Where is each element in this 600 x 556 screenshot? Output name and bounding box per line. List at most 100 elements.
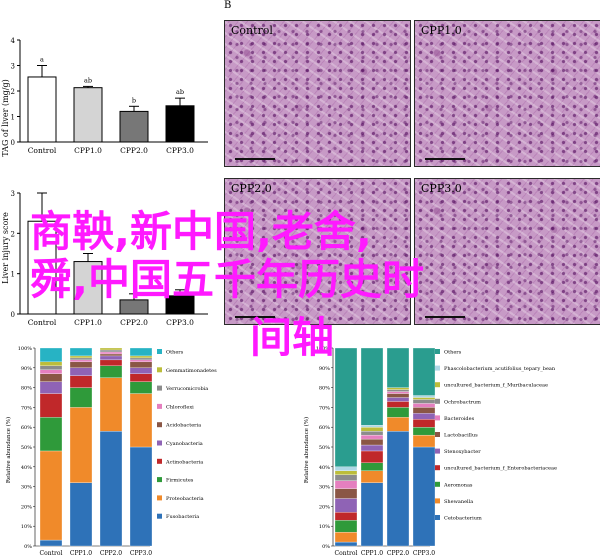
stacked-segment [386,389,410,392]
stacked-segment [39,381,63,394]
legend-swatch [157,422,162,428]
histology-label: CPP3.0 [421,182,462,195]
stacked-segment [69,367,93,376]
y-tick-label: 50% [21,445,32,451]
y-tick-label: 100% [18,346,33,352]
legend-label: Verrucomicrobia [165,386,208,392]
stacked-segment [334,520,358,533]
stacked-segment [39,361,63,366]
stacked-segment [129,355,153,359]
bar [165,295,195,315]
legend-swatch [435,365,440,371]
y-tick-label: 100% [316,346,331,352]
legend-label: Others [166,350,184,356]
y-tick-label: 10% [21,524,32,530]
legend-label: Bacteroides [444,416,475,422]
y-tick-label: 1 [11,114,15,122]
y-tick-label: 0% [24,544,32,550]
y-tick-label: 40% [319,465,330,471]
y-tick-label: 0 [11,139,15,147]
legend-label: uncultured_bacterium_f_Enterobacteriacea… [444,466,557,472]
x-tick-label: Control [335,550,358,556]
stacked-segment [360,347,384,426]
stacked-segment [129,373,153,382]
stacked-segment [412,419,436,428]
stacked-segment [99,377,123,432]
stacked-segment [99,431,123,547]
legend-swatch [435,349,440,354]
stacked-segment [334,474,358,481]
stacked-segment [39,373,63,382]
y-tick-label: 3 [11,190,15,198]
x-tick-label: CPP3.0 [413,550,435,556]
bar [27,220,57,315]
stacked-segment [39,347,63,363]
legend-label: Stenoxybacter [444,449,481,455]
stacked-segment [99,349,123,353]
stacked-segment [39,539,63,547]
y-tick-label: 70% [21,405,32,411]
y-tick-label: 1 [11,271,15,279]
legend-label: Firmicutes [166,478,194,484]
legend-swatch [157,367,162,373]
stacked-segment [39,393,63,418]
legend-label: Fusobacteria [166,514,199,520]
stacked-segment [69,482,93,547]
legend-label: Shewanella [444,499,473,505]
legend-label: Gemmatimonadetes [166,368,217,374]
y-tick-label: 50% [319,445,330,451]
legend-label: Cetobacterium [444,516,482,522]
scale-bar [235,316,275,318]
liver-injury-chart: Liver injury score 0 1 2 3 Control CPP1.0 CPP… [1,190,208,327]
legend-swatch [157,458,162,464]
stacked-segment [334,470,358,475]
stacked-segment [360,425,384,428]
stacked-segment [39,417,63,452]
y-tick-label: 10% [319,524,330,530]
stacked-segment [386,391,410,394]
legend-label: Others [444,350,462,356]
stacked-segment [360,470,384,483]
legend-swatch [435,515,440,520]
overlay-text-line1: 商鞅,新中国,老舍, [30,207,372,256]
legend-swatch [435,481,440,487]
panel-b-label: B [224,0,232,11]
stacked-segment [69,407,93,483]
legend-swatch [157,477,162,483]
phylum-abundance-chart: Relative abundance (%) 0% 10% 20% 30% 40% 50%… [5,346,217,556]
x-tick-label: CPP2.0 [120,318,148,327]
stacked-segment [386,417,410,432]
stacked-segment [69,347,93,357]
y-tick-label: 3 [11,63,15,71]
stacked-segment [69,357,93,361]
stacked-segment [39,365,63,370]
stacked-segment [69,359,93,363]
x-tick-label: CPP3.0 [166,146,194,155]
stacked-segment [334,531,358,543]
stacked-segment [334,512,358,521]
stacked-segment [360,431,384,436]
y-axis-label: Relative abundance (%) [303,417,310,483]
histology-cpp1: CPP1.0 [414,20,600,167]
legend-swatch [157,403,162,409]
stacked-segment [412,395,436,398]
bar [119,110,149,143]
stacked-segment [129,347,153,357]
stacked-segment [412,427,436,436]
legend-label: Acidobacteria [165,423,201,429]
legend-label: uncultured_bacterium_f_Muribaculaceae [444,383,548,389]
stacked-segment [412,399,436,404]
x-tick-label: CPP1.0 [74,146,102,155]
y-tick-label: 90% [21,366,32,372]
stacked-segment [360,482,384,547]
bar [73,261,103,315]
y-tick-label: 30% [319,485,330,491]
y-tick-label: 80% [21,386,32,392]
y-axis-label: Liver injury score [1,212,10,284]
legend-swatch [435,432,440,437]
x-tick-label: CPP1.0 [74,318,102,327]
y-tick-label: 2 [11,88,15,96]
stacked-segment [129,393,153,448]
stacked-segment [129,381,153,394]
y-tick-label: 70% [319,405,330,411]
